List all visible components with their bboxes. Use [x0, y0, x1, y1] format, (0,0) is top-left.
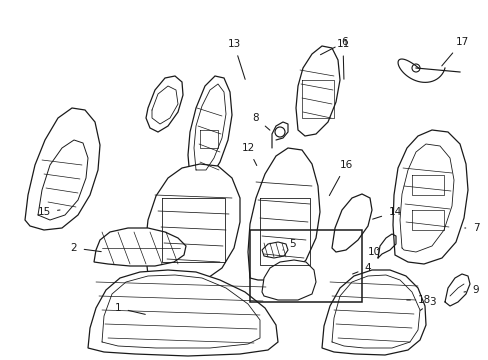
- Text: 1: 1: [115, 303, 145, 314]
- Text: 14: 14: [372, 207, 401, 219]
- Polygon shape: [145, 164, 240, 284]
- Text: 5: 5: [283, 239, 296, 250]
- Text: 12: 12: [241, 143, 256, 166]
- Text: 4: 4: [352, 263, 370, 274]
- Polygon shape: [331, 194, 371, 252]
- Text: 18: 18: [406, 295, 430, 305]
- Polygon shape: [146, 76, 183, 132]
- Bar: [249, 230, 361, 302]
- Polygon shape: [25, 108, 100, 230]
- Polygon shape: [321, 270, 425, 355]
- Text: 3: 3: [419, 297, 434, 310]
- Polygon shape: [262, 260, 315, 300]
- Text: 16: 16: [328, 160, 352, 195]
- Text: 11: 11: [336, 39, 349, 79]
- Polygon shape: [392, 130, 467, 264]
- Polygon shape: [262, 242, 287, 258]
- Text: 7: 7: [464, 223, 478, 233]
- Polygon shape: [94, 228, 185, 266]
- Text: 2: 2: [71, 243, 101, 253]
- Text: 9: 9: [463, 285, 478, 295]
- Polygon shape: [88, 270, 278, 356]
- Text: 17: 17: [441, 37, 468, 66]
- Text: 15: 15: [37, 207, 60, 217]
- Polygon shape: [187, 76, 231, 182]
- Polygon shape: [295, 46, 339, 136]
- Text: 8: 8: [252, 113, 269, 130]
- Text: 10: 10: [366, 247, 380, 257]
- Text: 13: 13: [227, 39, 244, 79]
- Polygon shape: [247, 148, 319, 280]
- Text: 6: 6: [320, 37, 347, 55]
